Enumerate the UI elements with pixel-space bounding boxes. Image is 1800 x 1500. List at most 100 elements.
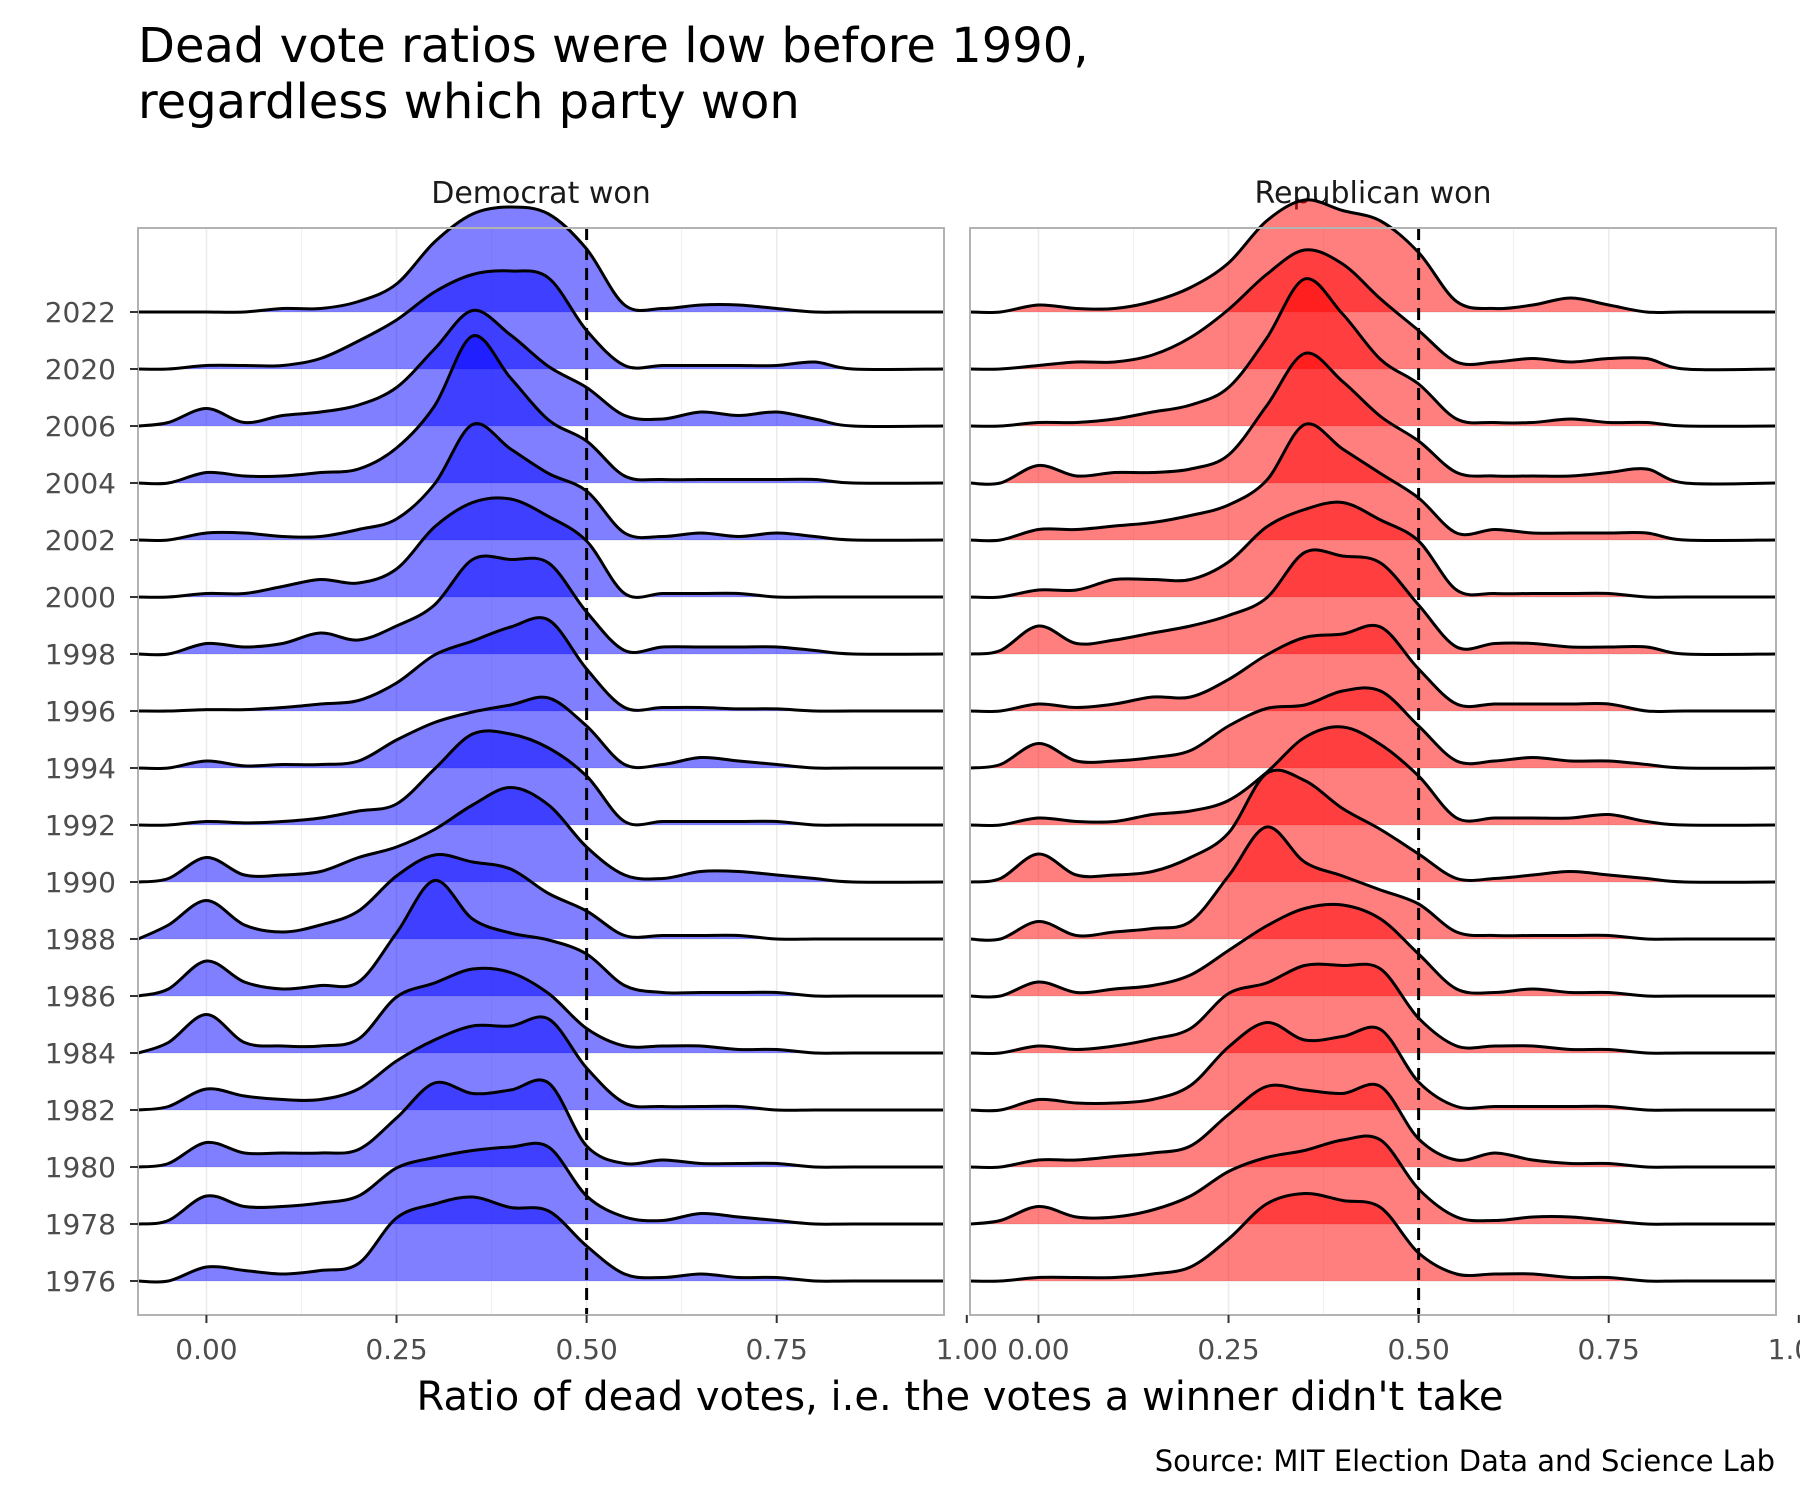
ridge-line-1992 [137,729,944,827]
x-tick-label: 0.50 [555,1333,617,1366]
y-tick-label: 1986 [45,980,116,1013]
ridge-line-1982 [969,1020,1776,1113]
y-tick-label: 1980 [45,1151,116,1184]
y-tick-label: 1976 [45,1265,116,1298]
y-tick-label: 1984 [45,1037,116,1070]
ridge-fill-1994 [970,687,1776,769]
ridge-line-1980 [969,1082,1776,1170]
ridge-fill-2000 [970,502,1776,598]
ridge-line-1978 [969,1134,1776,1226]
ridge-line-2004 [137,334,945,486]
chart-title-line: Dead vote ratios were low before 1990, [138,18,1089,74]
ridge-line-1996 [969,623,1776,714]
ridge-line-1988 [969,825,1776,942]
ridge-line-1976 [969,1191,1776,1283]
ridge-fill-1980 [138,1079,944,1168]
ridge-line-1986 [137,879,944,998]
x-tick-label: 0.25 [365,1333,427,1366]
ridge-line-1994 [137,695,944,771]
x-tick-label: 1.00 [1768,1333,1800,1366]
ridge-fill-2002 [970,423,1776,541]
ridge-line-2022 [969,198,1776,315]
x-tick-label: 0.50 [1387,1333,1449,1366]
ridge-line-2002 [137,422,945,543]
ridge-fill-1988 [138,854,944,940]
ridge-line-2000 [137,496,944,599]
ridge-fill-2020 [970,249,1776,370]
facet-strip-label: Democrat won [431,176,651,211]
ridge-fill-1990 [138,787,944,883]
ridge-fill-1976 [138,1196,944,1283]
y-tick-label: 1994 [45,752,116,785]
ridge-fill-1994 [138,697,944,769]
ridge-fill-1984 [970,964,1776,1054]
ridge-fill-1996 [138,617,944,712]
x-tick-label: 0.25 [1197,1333,1259,1366]
y-axis-year-labels: 1976 1978 1980 1982 1984 1986 1988 1990 1992 1994… [45,296,138,1298]
ridge-fill-1976 [970,1193,1776,1282]
source-caption: Source: MIT Election Data and Science La… [1155,1444,1775,1478]
ridge-line-2000 [969,500,1776,600]
ridge-line-1994 [969,686,1777,770]
x-tick-label: 1.00 [936,1333,998,1366]
y-tick-label: 2002 [45,524,116,557]
y-tick-label: 2000 [45,581,116,614]
ridge-line-2020 [969,248,1777,372]
y-tick-label: 2006 [45,410,116,443]
ridge-line-1978 [137,1141,944,1226]
ridge-line-1982 [137,1015,944,1112]
ridge-line-2020 [137,269,945,372]
ridge-fill-2002 [138,423,944,541]
x-tick-label: 0.00 [175,1333,237,1366]
y-tick-label: 1996 [45,695,116,728]
ridge-fill-2004 [970,352,1776,485]
y-tick-label: 1992 [45,809,116,842]
y-tick-label: 2020 [45,353,116,386]
x-axis-label: Ratio of dead votes, i.e. the votes a wi… [417,1374,1504,1420]
ridge-line-2006 [137,308,945,429]
ridge-fill-2022 [970,199,1776,313]
ridge-fill-2006 [138,310,944,427]
ridge-line-1986 [969,902,1776,999]
y-tick-label: 1982 [45,1094,116,1127]
ridge-line-1976 [137,1195,944,1284]
ridge-fill-1978 [970,1135,1776,1225]
chart-title-line: regardless which party won [138,74,800,130]
ridge-fill-1992 [138,730,944,826]
ridge-fill-1992 [970,726,1776,826]
y-tick-label: 2004 [45,467,116,500]
ridge-line-2002 [969,422,1777,543]
ridge-line-2022 [137,205,944,314]
facet-panel: Democrat won 0.00 0.25 0.50 0.75 1.00 [137,176,998,1366]
ridge-fill-2000 [138,497,944,598]
ridge-line-2006 [969,277,1777,428]
y-tick-label: 2022 [45,296,116,329]
ridge-line-1996 [137,616,944,713]
ridge-line-1984 [969,962,1776,1056]
x-tick-label: 0.75 [746,1333,808,1366]
ridge-fill-1998 [138,555,944,655]
ridge-line-1998 [969,548,1777,657]
ridge-fill-2020 [138,270,944,370]
y-tick-label: 1988 [45,923,116,956]
ridge-fill-1996 [970,625,1776,712]
y-tick-label: 1990 [45,866,116,899]
panel-border [137,227,945,1316]
ridge-fill-2004 [138,335,944,484]
y-tick-label: 1998 [45,638,116,671]
x-tick-label: 0.00 [1007,1333,1069,1366]
ridge-line-1988 [137,853,944,941]
y-tick-label: 1978 [45,1208,116,1241]
ridge-fill-1982 [970,1022,1776,1111]
ridge-fill-1982 [138,1016,944,1111]
x-tick-label: 0.75 [1578,1333,1640,1366]
ridge-line-1990 [137,786,945,884]
ridge-fill-2022 [138,207,944,313]
ridge-line-1984 [137,966,944,1055]
ridge-line-1998 [137,554,945,657]
ridge-fill-1984 [138,968,944,1054]
ridge-fill-1978 [138,1143,944,1225]
